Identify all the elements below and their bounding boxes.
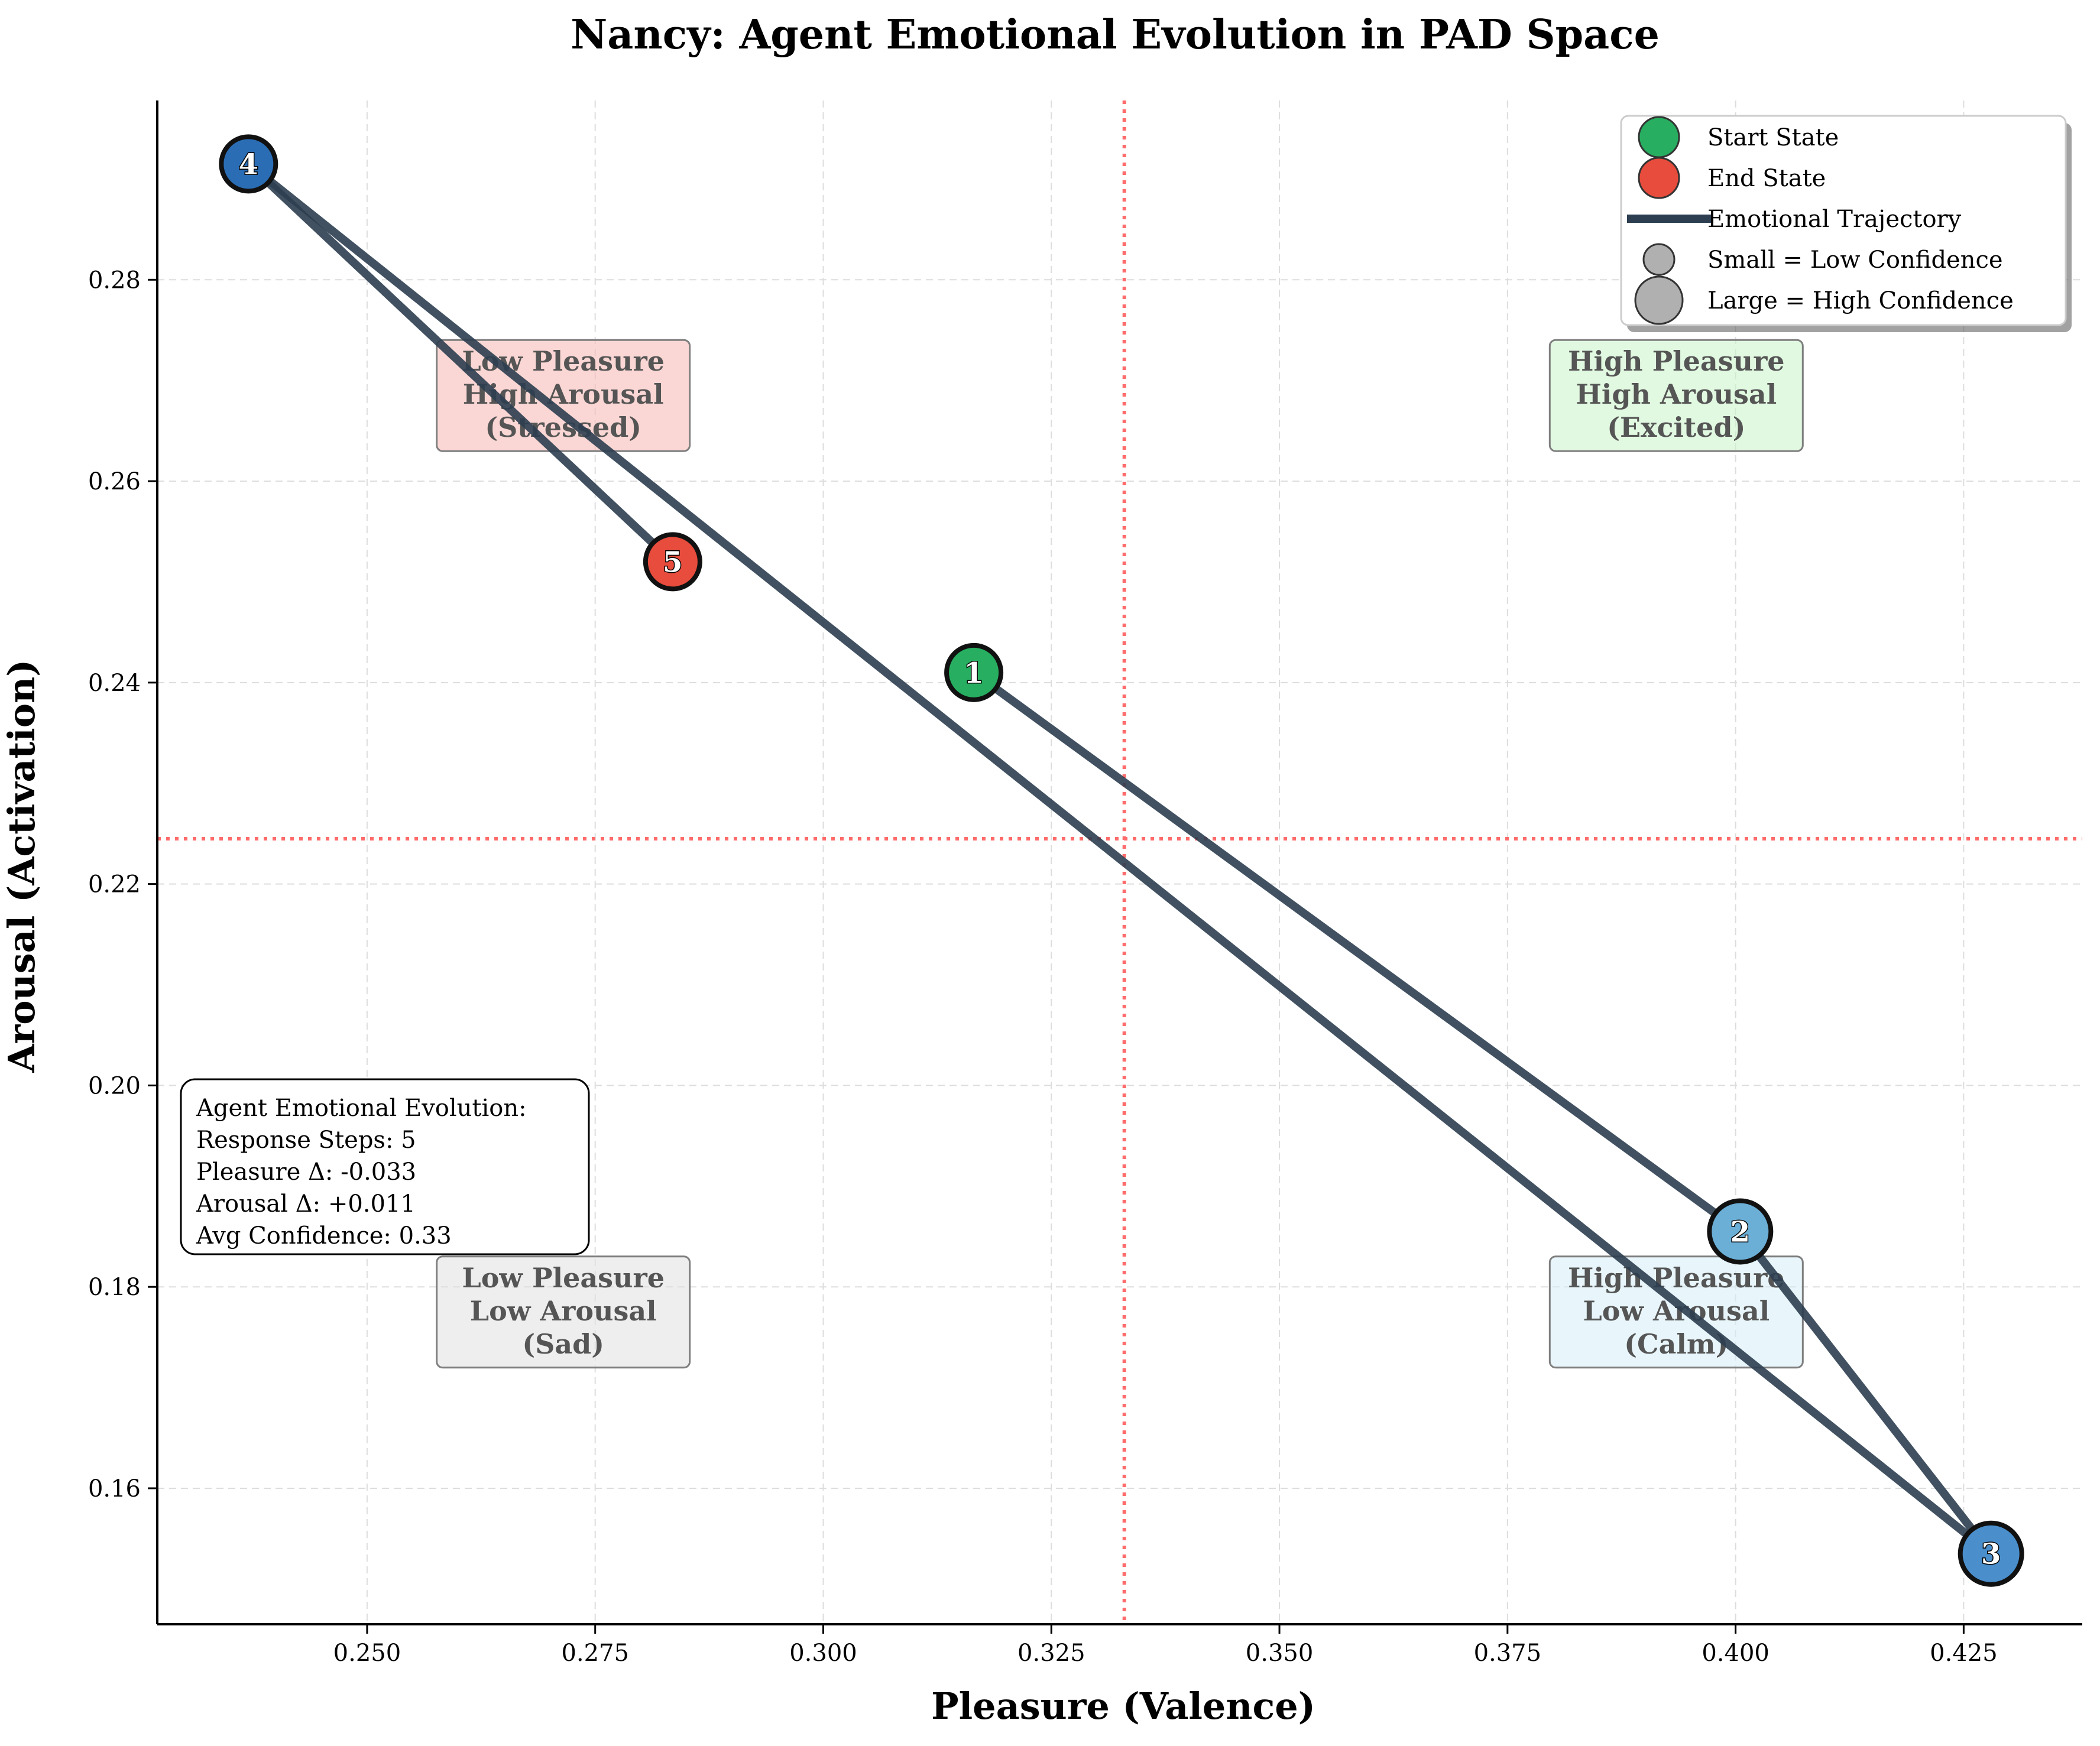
data-point: 4 xyxy=(219,134,278,194)
chart-title: Nancy: Agent Emotional Evolution in PAD … xyxy=(571,11,1660,59)
quadrant-label-box xyxy=(1548,339,1804,452)
quadrant-label-text: High Pleasure xyxy=(1568,345,1785,377)
quadrant-label-text: High Arousal xyxy=(1576,378,1777,410)
ticks: 0.250 0.275 0.300 0.325 0.350 0.375 0.400 0.425… xyxy=(88,267,1998,1667)
y-tick-label: 0.26 xyxy=(88,468,141,495)
x-tick-label: 0.325 xyxy=(1017,1640,1085,1667)
data-point-marker xyxy=(944,642,1004,702)
data-point: 5 xyxy=(643,532,702,592)
stats-box-frame xyxy=(180,1078,590,1255)
data-point-marker xyxy=(1958,1520,2024,1587)
y-tick-label: 0.24 xyxy=(88,670,141,697)
y-tick-label: 0.22 xyxy=(88,871,141,898)
data-point: 2 xyxy=(1707,1198,1774,1265)
legend-label: Small = Low Confidence xyxy=(1707,246,2003,274)
x-tick-label: 0.425 xyxy=(1930,1640,1998,1667)
x-tick-label: 0.250 xyxy=(333,1640,401,1667)
quadrant-label-text: Low Pleasure xyxy=(462,1262,665,1294)
data-point-marker xyxy=(219,134,278,194)
trajectory-segment xyxy=(244,160,1995,1558)
y-tick-label: 0.16 xyxy=(88,1475,141,1502)
legend-marker-swatch xyxy=(1638,157,1680,199)
trajectory-segment xyxy=(244,160,677,566)
legend-entry: Small = Low Confidence xyxy=(1642,243,2003,276)
x-tick-label: 0.275 xyxy=(561,1640,629,1667)
x-axis-label: Pleasure (Valence) xyxy=(931,1685,1315,1728)
legend-label: Emotional Trajectory xyxy=(1707,206,1962,233)
x-tick-label: 0.400 xyxy=(1702,1640,1770,1667)
trajectory xyxy=(244,160,1995,1558)
data-point: 1 xyxy=(944,642,1004,702)
quadrant-label-text: (Excited) xyxy=(1607,411,1745,443)
reference-lines xyxy=(157,100,2082,1624)
data-point-label: 3 xyxy=(1981,1538,2001,1571)
quadrant-label-text: Low Arousal xyxy=(470,1295,657,1327)
legend: Start State End State Emotional Trajectory… xyxy=(1620,115,2072,332)
legend-frame xyxy=(1620,115,2067,326)
data-point-label: 5 xyxy=(663,546,682,579)
data-point-label: 1 xyxy=(964,657,983,690)
stats-line: Pleasure Δ: -0.033 xyxy=(196,1158,416,1186)
y-axis-label: Arousal (Activation) xyxy=(0,660,43,1073)
data-point-marker xyxy=(1707,1198,1774,1265)
legend-entry: Large = High Confidence xyxy=(1634,275,2014,325)
y-tick-label: 0.18 xyxy=(88,1274,141,1301)
x-tick-label: 0.300 xyxy=(789,1640,857,1667)
y-tick-label: 0.20 xyxy=(88,1072,141,1099)
legend-entry: Start State xyxy=(1638,116,1839,158)
legend-marker-swatch xyxy=(1638,116,1680,158)
y-tick-label: 0.28 xyxy=(88,267,141,294)
legend-marker-swatch xyxy=(1642,243,1676,276)
data-point-label: 4 xyxy=(239,148,258,181)
x-tick-label: 0.375 xyxy=(1474,1640,1542,1667)
legend-entry: Emotional Trajectory xyxy=(1627,206,1962,233)
stats-line: Avg Confidence: 0.33 xyxy=(196,1222,452,1250)
x-tick-label: 0.350 xyxy=(1246,1640,1314,1667)
stats-box: Agent Emotional Evolution: Response Step… xyxy=(180,1078,590,1255)
legend-label: End State xyxy=(1707,165,1826,192)
stats-line: Agent Emotional Evolution: xyxy=(196,1095,527,1122)
legend-marker-swatch xyxy=(1634,275,1684,325)
trajectory-segment xyxy=(1736,1227,1995,1558)
stats-line: Response Steps: 5 xyxy=(196,1127,416,1154)
legend-label: Large = High Confidence xyxy=(1707,287,2014,314)
legend-label: Start State xyxy=(1707,124,1839,151)
data-point: 3 xyxy=(1958,1520,2024,1587)
stats-line: Arousal Δ: +0.011 xyxy=(196,1190,416,1218)
quadrant-label-text: (Sad) xyxy=(522,1328,604,1360)
data-point-label: 2 xyxy=(1730,1215,1750,1248)
legend-entry: End State xyxy=(1638,157,1826,199)
quadrant-label-box xyxy=(436,1255,691,1369)
data-points: 1 2 3 4 5 xyxy=(219,134,2024,1587)
data-point-marker xyxy=(643,532,702,592)
trajectory-segment xyxy=(970,668,1745,1236)
quadrant-label-text: High Pleasure xyxy=(1568,1262,1785,1294)
axes xyxy=(156,100,2082,1625)
